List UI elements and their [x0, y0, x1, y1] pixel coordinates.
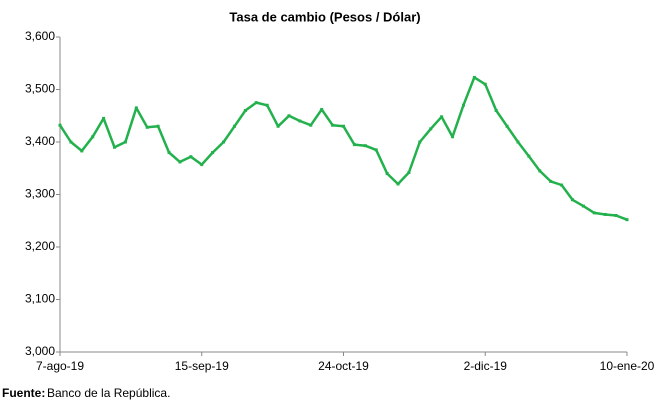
- point: [113, 145, 117, 149]
- point: [472, 75, 476, 79]
- point: [570, 198, 574, 202]
- point: [407, 170, 411, 174]
- point: [156, 124, 160, 128]
- point: [232, 124, 236, 128]
- point: [254, 101, 258, 105]
- point: [494, 109, 498, 112]
- point: [483, 82, 487, 86]
- point: [342, 124, 345, 128]
- point: [69, 140, 73, 144]
- point: [145, 125, 149, 129]
- line: [58, 76, 628, 221]
- point: [222, 140, 226, 144]
- x-tick-label: 15-sep-19: [175, 359, 229, 373]
- point: [102, 116, 106, 120]
- point: [58, 123, 62, 127]
- point: [331, 123, 335, 127]
- point: [614, 214, 618, 217]
- y-tick-label: 3,100: [25, 292, 55, 306]
- point: [429, 127, 433, 131]
- point: [134, 106, 138, 110]
- point: [211, 151, 215, 154]
- point: [527, 154, 531, 158]
- point: [189, 155, 193, 159]
- x-tick-label: 10-ene-20: [600, 359, 655, 373]
- point: [603, 212, 607, 216]
- point: [298, 119, 302, 123]
- point: [538, 169, 542, 173]
- point: [287, 114, 291, 118]
- point: [320, 107, 324, 111]
- chart-title: Tasa de cambio (Pesos / Dólar): [229, 9, 420, 24]
- x-tick-label: 2-dic-19: [464, 359, 508, 373]
- point: [276, 124, 280, 128]
- point: [418, 140, 422, 144]
- point: [451, 135, 455, 139]
- point: [363, 144, 367, 148]
- point: [581, 204, 585, 208]
- point: [549, 179, 553, 183]
- point: [592, 211, 596, 215]
- point: [560, 183, 564, 187]
- point: [80, 149, 84, 153]
- source-label: Fuente:: [2, 386, 45, 400]
- y-tick-label: 3,600: [25, 29, 55, 43]
- point: [625, 218, 629, 222]
- point: [352, 143, 356, 147]
- point: [461, 103, 465, 107]
- point: [440, 115, 444, 119]
- point: [167, 151, 171, 154]
- point: [178, 160, 182, 164]
- point: [505, 124, 509, 128]
- point: [243, 109, 247, 112]
- source: Banco de la República.: [47, 386, 170, 400]
- point: [396, 182, 400, 186]
- y-tick-label: 3,500: [25, 82, 55, 96]
- y-tick-label: 3,400: [25, 134, 55, 148]
- y-tick-label: 3,200: [25, 239, 55, 253]
- y-tick-label: 3,300: [25, 187, 55, 201]
- x-tick-label: 24-oct-19: [318, 359, 369, 373]
- point: [374, 148, 378, 152]
- point: [200, 163, 204, 167]
- x-tick-label: 7-ago-19: [36, 359, 84, 373]
- point: [309, 123, 313, 127]
- point: [123, 140, 127, 144]
- point: [265, 103, 269, 107]
- point: [385, 172, 389, 175]
- y-tick-label: 3,000: [25, 344, 55, 358]
- point: [516, 140, 520, 144]
- point: [91, 135, 95, 139]
